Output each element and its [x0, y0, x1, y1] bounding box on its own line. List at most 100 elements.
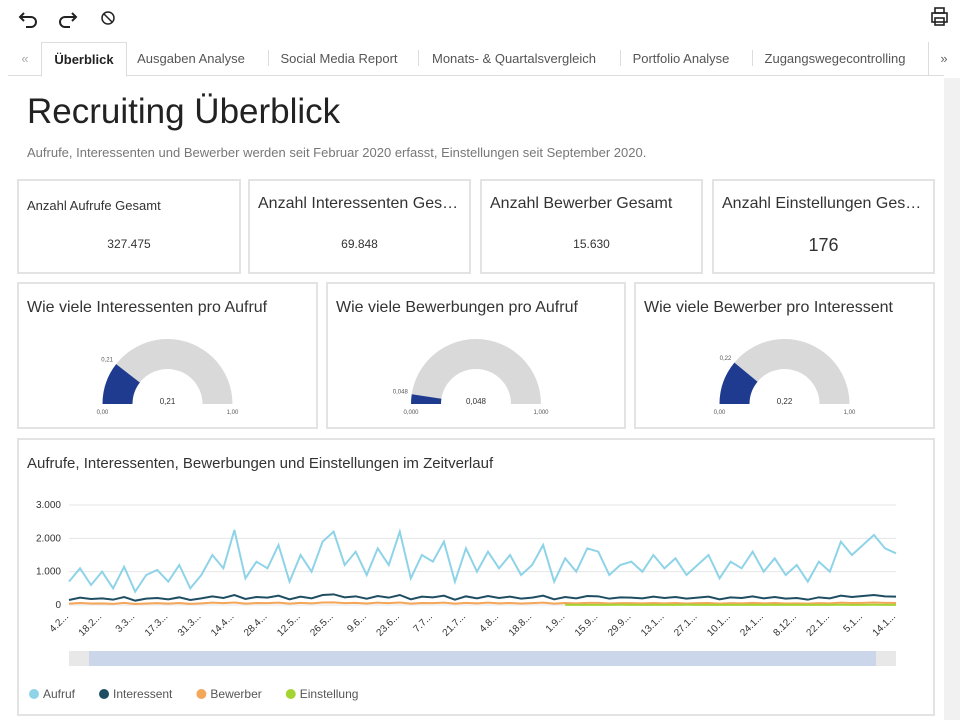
x-tick-label: 18.8...: [507, 611, 534, 638]
gauge-card: Wie viele Interessenten pro Aufruf 0,00 1,…: [17, 282, 318, 429]
gauge-min-label: 0,00: [97, 410, 109, 416]
x-tick-label: 31.3...: [176, 611, 203, 638]
series-line: [68, 593, 897, 602]
series-line: [68, 527, 897, 594]
scrollbar[interactable]: [944, 78, 960, 720]
gauge-title: Wie viele Bewerbungen pro Aufruf: [336, 299, 578, 316]
x-tick-label: 24.1...: [738, 611, 765, 638]
gauge-min-label: 0,000: [403, 410, 419, 416]
gauge: 0,00 1,00 0,21 0,21: [97, 339, 239, 416]
kpi-title: Anzahl Einstellungen Ges…: [722, 195, 922, 212]
tab-divider: [8, 75, 944, 76]
gauge-card: Wie viele Bewerber pro Interessent 0,00 1,…: [634, 282, 935, 429]
x-tick-label: 3.3...: [114, 611, 138, 635]
print-icon[interactable]: [931, 7, 948, 26]
tab[interactable]: Überblick: [41, 42, 127, 77]
gauge-track: [411, 339, 541, 404]
page-subtitle: Aufrufe, Interessenten und Bewerber werd…: [27, 145, 647, 160]
y-tick-label: 1.000: [36, 567, 61, 578]
legend-marker: [285, 689, 296, 699]
gauge: 0,00 1,00 0,22 0,22: [714, 339, 856, 416]
x-tick-label: 29.9...: [606, 611, 633, 638]
tabs-prev[interactable]: «: [21, 51, 29, 66]
x-tick-label: 18.2...: [77, 611, 104, 638]
x-tick-label: 5.1...: [842, 611, 866, 635]
gauge: 0,000 1,000 0,048 0,048: [393, 339, 549, 416]
kpi-value: 69.848: [341, 237, 378, 251]
x-tick-label: 22.1...: [805, 611, 832, 638]
gauge-min-label: 0,00: [714, 410, 726, 416]
y-tick-label: 2.000: [36, 533, 61, 544]
gauge-value-label: 0,21: [160, 397, 176, 406]
gauge-value: [719, 362, 758, 404]
x-tick-label: 4.8...: [478, 611, 502, 635]
navigator-window[interactable]: [89, 651, 876, 666]
line-chart: 0 1.000 2.000 3.000 4.2... 18.2... 3.3... 17.3.…: [29, 500, 898, 701]
kpi-card: Anzahl Interessenten Ges… 69.848: [248, 179, 471, 274]
x-tick-label: 10.1...: [705, 611, 732, 638]
tab[interactable]: Ausgaben Analyse: [137, 51, 245, 66]
legend-label: Einstellung: [300, 687, 359, 701]
x-tick-label: 1.9...: [544, 611, 568, 635]
x-tick-label: 9.6...: [345, 611, 369, 635]
x-tick-label: 14.4...: [209, 611, 236, 638]
toolbar: [18, 7, 948, 28]
kpi-card: Anzahl Bewerber Gesamt 15.630: [480, 179, 703, 274]
kpi-title: Anzahl Aufrufe Gesamt: [27, 198, 161, 213]
x-tick-label: 23.6...: [374, 611, 401, 638]
tab[interactable]: Social Media Report: [268, 50, 409, 66]
x-tick-label: 17.3...: [143, 611, 170, 638]
x-tick-label: 21.7...: [441, 611, 468, 638]
x-tick-label: 12.5...: [275, 611, 302, 638]
chart-card: Aufrufe, Interessenten, Bewerbungen und …: [17, 438, 935, 716]
gauge-value: [411, 394, 442, 404]
undo-icon[interactable]: [18, 12, 37, 28]
kpi-title: Anzahl Bewerber Gesamt: [490, 195, 673, 212]
legend-label: Bewerber: [210, 687, 261, 701]
series-line: [68, 601, 897, 606]
y-tick-label: 3.000: [36, 500, 61, 511]
legend-marker: [29, 689, 39, 699]
gauge-tip-label: 0,21: [101, 358, 113, 364]
x-tick-label: 7.7...: [411, 611, 435, 635]
redo-icon[interactable]: [59, 12, 78, 28]
gauge-value-label: 0,22: [777, 397, 793, 406]
reset-icon[interactable]: [101, 11, 115, 25]
legend-marker: [196, 689, 207, 699]
tab[interactable]: Monats- & Quartalsvergleich: [418, 50, 609, 66]
legend-label: Aufruf: [43, 687, 76, 701]
tabs-next[interactable]: »: [928, 42, 959, 75]
legend-marker: [99, 689, 110, 699]
kpi-value: 327.475: [107, 237, 151, 251]
x-tick-label: 4.2...: [48, 611, 72, 635]
chart-title: Aufrufe, Interessenten, Bewerbungen und …: [27, 455, 494, 472]
x-tick-label: 13.1...: [639, 611, 666, 638]
gauge-max-label: 1,000: [533, 410, 549, 416]
kpi-value: 176: [808, 235, 839, 255]
legend-label: Interessent: [113, 687, 173, 701]
gauge-value: [102, 364, 140, 404]
x-tick-label: 28.4...: [242, 611, 269, 638]
kpi-card: Anzahl Einstellungen Ges… 176: [712, 179, 935, 274]
tab[interactable]: Portfolio Analyse: [620, 50, 741, 66]
gauge-max-label: 1,00: [227, 410, 239, 416]
gauge-card: Wie viele Bewerbungen pro Aufruf 0,000 1,0…: [326, 282, 626, 429]
x-tick-label: 27.1...: [672, 611, 699, 638]
x-tick-label: 8.12...: [771, 611, 798, 638]
gauge-title: Wie viele Bewerber pro Interessent: [644, 299, 893, 316]
page-title: Recruiting Überblick: [27, 92, 341, 131]
kpi-value: 15.630: [573, 237, 610, 251]
gauge-tip-label: 0,22: [720, 356, 732, 362]
y-tick-label: 0: [55, 600, 61, 611]
x-tick-label: 14.1...: [871, 611, 898, 638]
kpi-title: Anzahl Interessenten Ges…: [258, 195, 459, 212]
x-tick-label: 26.5...: [308, 611, 335, 638]
tab[interactable]: Zugangswegecontrolling: [752, 50, 917, 66]
gauge-tip-label: 0,048: [393, 390, 409, 396]
gauge-max-label: 1,00: [844, 410, 856, 416]
gauge-value-label: 0,048: [466, 397, 487, 406]
gauge-title: Wie viele Interessenten pro Aufruf: [27, 299, 268, 316]
x-tick-label: 15.9...: [573, 611, 600, 638]
kpi-card: Anzahl Aufrufe Gesamt 327.475: [17, 179, 241, 274]
